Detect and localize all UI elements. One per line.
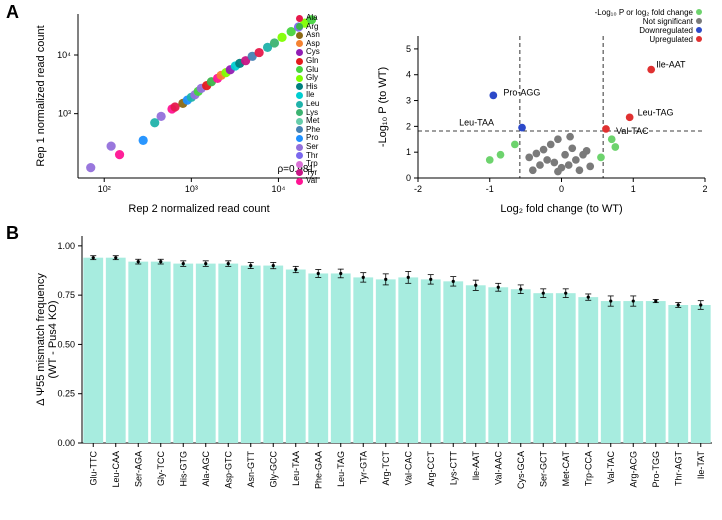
svg-text:Log₂ fold change (to WT): Log₂ fold change (to WT) [500,203,622,215]
svg-text:-1: -1 [486,184,494,194]
svg-text:0.50: 0.50 [57,339,75,349]
scatter-replicates: 10²10³10⁴10³10⁴Rep 2 normalized read cou… [30,8,330,218]
svg-text:5: 5 [406,44,411,54]
svg-text:Ser-AGA: Ser-AGA [133,451,143,487]
svg-text:Arg-CCT: Arg-CCT [426,450,436,486]
svg-text:1.00: 1.00 [57,241,75,251]
svg-text:3: 3 [406,96,411,106]
svg-text:Leu-TAA: Leu-TAA [459,118,494,128]
svg-text:Ala-AGC: Ala-AGC [201,451,211,487]
svg-text:Arg-ACG: Arg-ACG [628,451,638,488]
svg-text:0.25: 0.25 [57,389,75,399]
svg-text:Leu-TAA: Leu-TAA [291,451,301,486]
svg-text:Val-TAC: Val-TAC [616,126,649,136]
svg-text:Asp-GTC: Asp-GTC [223,451,233,489]
svg-text:Downregulated: Downregulated [639,26,693,35]
volcano-plot: -2 -1 0 1 2 0 1 2 3 4 5 Log₂ fold change (to WT) -Lo… [370,8,715,218]
svg-text:Met-CAT: Met-CAT [561,451,571,487]
svg-text:2: 2 [406,121,411,131]
svg-text:Ile-AAT: Ile-AAT [656,60,686,70]
svg-text:Phe-GAA: Phe-GAA [313,451,323,489]
svg-text:Glu-TTC: Glu-TTC [88,451,98,486]
svg-text:Δ Ψ55 mismatch frequency: Δ Ψ55 mismatch frequency [35,273,47,406]
svg-text:Upregulated: Upregulated [649,35,693,44]
svg-text:Val-AAC: Val-AAC [493,451,503,485]
svg-text:2: 2 [702,184,707,194]
svg-text:Leu-CAA: Leu-CAA [111,451,121,488]
svg-text:10³: 10³ [185,184,198,194]
svg-text:0: 0 [559,184,564,194]
bar-chart: 0.00 0.25 0.50 0.75 1.00 Δ Ψ55 mismatch frequ… [30,230,718,515]
aa-legend: AlaArgAsnAspCysGlnGluGlyHisIleLeuLysMetP… [296,14,320,186]
svg-text:Trp-CCA: Trp-CCA [583,451,593,486]
svg-text:1: 1 [631,184,636,194]
svg-text:His-GTG: His-GTG [178,451,188,487]
svg-text:Tyr-GTA: Tyr-GTA [358,451,368,484]
svg-text:-Log₁₀ P (to WT): -Log₁₀ P (to WT) [377,67,389,147]
svg-text:10³: 10³ [58,109,71,119]
svg-text:Ile-TAT: Ile-TAT [696,451,706,480]
svg-text:Lys-CTT: Lys-CTT [448,451,458,486]
svg-text:(WT - Pus4 KO): (WT - Pus4 KO) [47,300,59,378]
svg-text:0.75: 0.75 [57,290,75,300]
svg-text:Rep 1 normalized read count: Rep 1 normalized read count [35,25,47,166]
svg-text:4: 4 [406,70,411,80]
svg-text:0.00: 0.00 [57,438,75,448]
panel-a-label: A [6,2,19,23]
svg-text:Arg-TCT: Arg-TCT [381,451,391,486]
svg-text:Gly-TCC: Gly-TCC [156,451,166,486]
svg-text:Leu-TAG: Leu-TAG [638,107,674,117]
svg-text:Gly-GCC: Gly-GCC [268,451,278,488]
svg-text:Pro-TGG: Pro-TGG [651,451,661,488]
svg-text:Asn-GTT: Asn-GTT [246,451,256,488]
svg-text:Ile-AAT: Ile-AAT [471,451,481,481]
svg-text:10⁴: 10⁴ [57,50,71,60]
svg-text:Val-CAC: Val-CAC [403,451,413,486]
svg-text:-2: -2 [414,184,422,194]
svg-text:Pro-AGG: Pro-AGG [503,87,540,97]
svg-text:10²: 10² [98,184,111,194]
svg-text:Rep 2 normalized read count: Rep 2 normalized read count [128,203,269,215]
svg-text:Not significant: Not significant [643,17,694,26]
svg-text:Leu-TAG: Leu-TAG [336,451,346,487]
svg-text:-Log₁₀ P or log₂ fold change: -Log₁₀ P or log₂ fold change [595,8,694,17]
svg-text:Val-TAC: Val-TAC [606,451,616,484]
svg-text:Ser-GCT: Ser-GCT [538,450,548,487]
svg-text:Cys-GCA: Cys-GCA [516,451,526,489]
svg-text:0: 0 [406,173,411,183]
svg-text:Thr-AGT: Thr-AGT [673,450,683,486]
svg-text:10⁴: 10⁴ [271,184,285,194]
panel-b-label: B [6,223,19,244]
svg-text:1: 1 [406,147,411,157]
